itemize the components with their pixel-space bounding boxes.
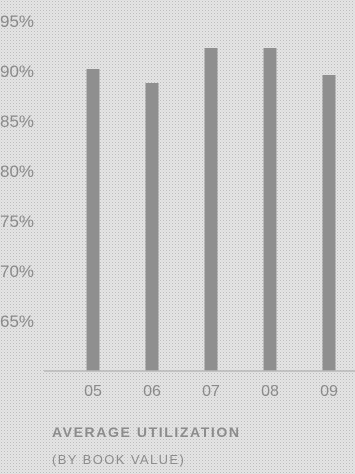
x-axis-labels: 05 06 07 08 09 [84,383,338,400]
bar-08 [263,48,277,371]
y-tick-label: 85% [0,112,34,131]
bar-series [86,48,336,371]
y-tick-label: 70% [0,262,34,281]
y-tick-label: 80% [0,162,34,181]
y-tick-label: 65% [0,312,34,331]
bar-07 [204,48,218,371]
y-axis-ticks: 95% 90% 85% 80% 75% 70% 65% [0,12,34,331]
x-tick-label: 05 [84,383,102,400]
y-tick-label: 75% [0,212,34,231]
bar-06 [145,83,159,371]
bar-05 [86,69,100,371]
y-tick-label: 95% [0,12,34,31]
y-tick-label: 90% [0,62,34,81]
x-tick-label: 07 [202,383,220,400]
x-tick-label: 09 [320,383,338,400]
bar-09 [322,75,336,371]
x-tick-label: 08 [261,383,279,400]
chart-title: AVERAGE UTILIZATION [52,424,241,440]
x-tick-label: 06 [143,383,161,400]
chart-subtitle: (BY BOOK VALUE) [52,452,186,467]
